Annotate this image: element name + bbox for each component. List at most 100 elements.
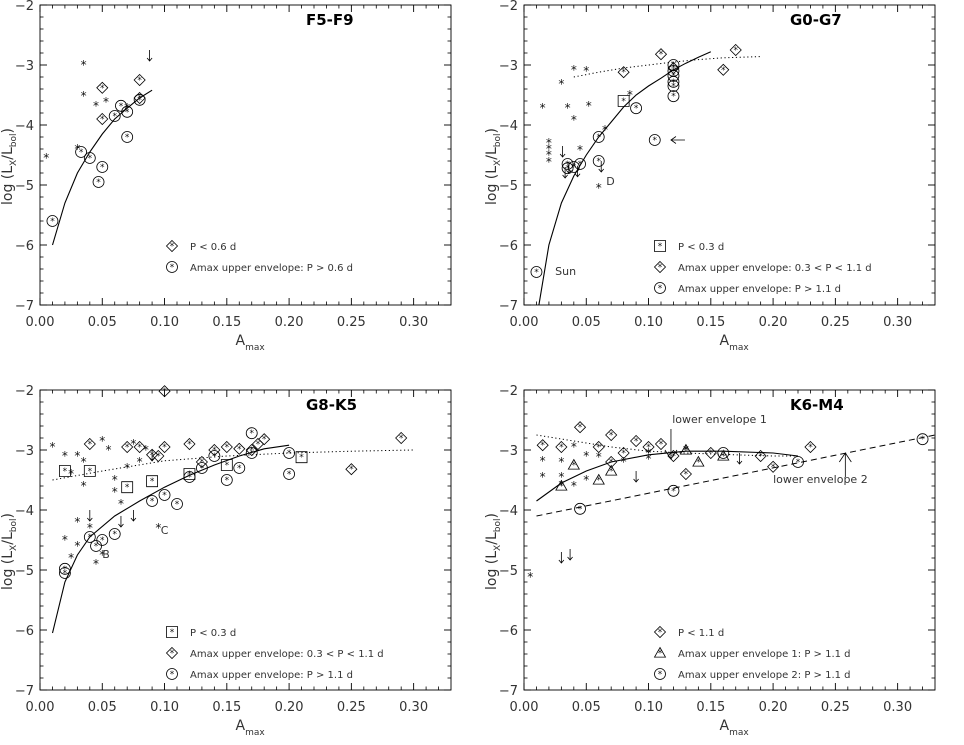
y-tick-label: −4 xyxy=(15,504,34,519)
circle-point xyxy=(916,433,929,446)
x-tick-label: 0.00 xyxy=(510,700,539,715)
circle-point-star: * xyxy=(920,435,925,445)
legend-label: P < 0.6 d xyxy=(190,242,236,253)
circle-point-star: * xyxy=(96,178,101,188)
circle-point-star: * xyxy=(112,112,117,122)
diamond-point-star: * xyxy=(249,446,254,456)
square-point-star: * xyxy=(125,483,130,493)
asterisk-point: * xyxy=(583,449,589,463)
legend-square-icon xyxy=(654,240,666,252)
asterisk-point: * xyxy=(558,478,564,492)
triangle-point xyxy=(717,449,730,461)
asterisk-point: * xyxy=(583,473,589,487)
circle-point-star: * xyxy=(565,160,570,170)
y-tick-label: −5 xyxy=(15,179,34,194)
circle-point-star: * xyxy=(671,67,676,77)
legend-label: P < 0.3 d xyxy=(678,242,724,253)
asterisk-point: * xyxy=(81,89,87,103)
annotation-label: D xyxy=(606,175,614,188)
x-axis-label: Amax xyxy=(720,718,750,738)
diamond-point xyxy=(704,446,717,460)
circle-point xyxy=(83,531,96,543)
annotation-label: lower envelope 2 xyxy=(773,473,868,486)
diamond-point-star: * xyxy=(100,84,105,94)
diamond-point xyxy=(133,440,146,454)
diamond-point-star: * xyxy=(256,440,261,450)
x-tick-label: 0.30 xyxy=(399,315,428,330)
diamond-point-star: * xyxy=(100,115,105,125)
circle-point xyxy=(245,447,258,459)
legend-label: Amax upper envelope: 0.3 < P < 1.1 d xyxy=(678,263,872,274)
square-point-star: * xyxy=(187,470,192,480)
asterisk-point: * xyxy=(602,123,608,137)
y-tick-label: −6 xyxy=(499,239,518,254)
asterisk-point: * xyxy=(81,479,87,493)
circle-point-star: * xyxy=(653,136,658,146)
asterisk-point: * xyxy=(106,443,112,457)
y-tick-label: −2 xyxy=(499,384,518,399)
circle-point xyxy=(59,567,71,579)
circle-point-star: * xyxy=(63,565,68,575)
plot-frame xyxy=(523,4,936,306)
y-tick-label: −4 xyxy=(499,119,518,134)
plot-frame xyxy=(523,389,936,691)
dotted-curve xyxy=(52,449,414,481)
circle-point-star: * xyxy=(634,104,639,114)
circle-point xyxy=(561,158,574,170)
diamond-point-star: * xyxy=(187,440,192,450)
y-tick-label: −5 xyxy=(15,564,34,579)
circle-point-star: * xyxy=(249,429,254,439)
triangle-point xyxy=(692,455,705,467)
legend-circle-icon-star: * xyxy=(170,263,175,273)
asterisk-point: * xyxy=(565,101,571,115)
panel-title: G0-G7 xyxy=(790,11,842,29)
x-tick-label: 0.25 xyxy=(821,700,850,715)
circle-point xyxy=(574,502,586,515)
circle-point-star: * xyxy=(287,449,292,459)
diamond-point-star: * xyxy=(162,387,167,397)
dashed-curve xyxy=(536,434,936,517)
asterisk-point: * xyxy=(571,440,577,454)
square-point xyxy=(295,451,308,464)
diamond-point xyxy=(642,440,655,454)
diamond-point xyxy=(258,433,271,446)
diamond-point-star: * xyxy=(671,64,676,74)
diamond-point-star: * xyxy=(634,437,639,447)
diamond-point xyxy=(630,434,643,448)
circle-point xyxy=(648,134,661,146)
triangle-point xyxy=(567,458,581,470)
asterisk-point: * xyxy=(112,473,118,487)
legend-label: Amax upper envelope: P > 0.6 d xyxy=(190,263,353,274)
diamond-point-star: * xyxy=(671,452,676,462)
diamond-point xyxy=(195,455,208,469)
circle-point-star: * xyxy=(671,92,676,102)
square-point-star: * xyxy=(88,467,93,477)
triangle-point-star: * xyxy=(572,461,577,471)
y-axis-label: log (LX/Lbol) xyxy=(484,128,503,205)
asterisk-point: * xyxy=(646,452,652,466)
square-point-star: * xyxy=(621,97,626,107)
circle-point xyxy=(667,90,680,103)
y-tick-label: −4 xyxy=(15,119,34,134)
arrow-down-point xyxy=(566,162,572,174)
diamond-point-star: * xyxy=(225,443,230,453)
square-point xyxy=(83,465,96,477)
plot-frame xyxy=(39,389,452,691)
x-tick-label: 0.00 xyxy=(510,315,539,330)
circle-point-star: * xyxy=(63,569,68,579)
diamond-point xyxy=(245,443,258,457)
asterisk-point: * xyxy=(627,88,633,102)
asterisk-point: * xyxy=(93,557,99,571)
asterisk-point: * xyxy=(683,443,689,457)
triangle-point-star: * xyxy=(684,446,689,456)
asterisk-point: * xyxy=(586,99,592,113)
x-tick-label: 0.30 xyxy=(883,700,912,715)
diamond-point-star: * xyxy=(578,423,583,433)
legend-label: Amax upper envelope 1: P > 1.1 d xyxy=(678,649,851,660)
y-tick-label: −2 xyxy=(15,384,34,399)
diamond-point xyxy=(345,463,358,476)
y-axis-label: log (LX/Lbol) xyxy=(0,513,19,590)
asterisk-point: * xyxy=(87,521,93,535)
diamond-point xyxy=(654,48,668,61)
legend-label: P < 0.3 d xyxy=(190,628,236,639)
